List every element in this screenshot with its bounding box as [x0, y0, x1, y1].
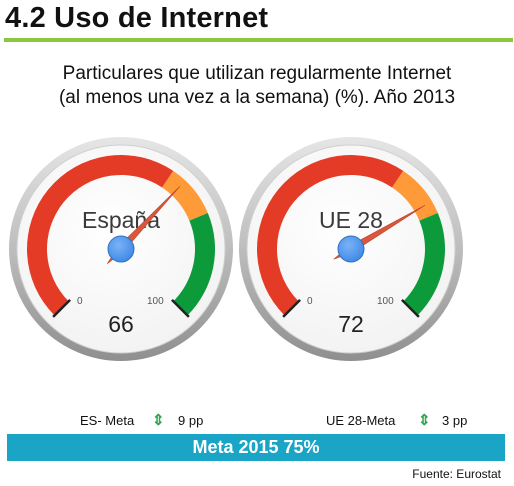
stat-es-label: ES- Meta: [80, 413, 135, 428]
gauge-ue-band-orange: [392, 170, 438, 221]
gauge-ue-tick-max: [401, 299, 420, 318]
gauge-es-band-red: [27, 155, 174, 316]
stat-ue-label: UE 28-Meta: [326, 413, 396, 428]
up-down-arrow-icon: ⇕: [418, 412, 431, 429]
up-down-arrow-icon: ⇕: [152, 412, 165, 429]
title-underline: [4, 38, 513, 42]
gauge-ue-band-green: [403, 213, 445, 316]
gauge-ue-tick-min: [282, 299, 301, 318]
source-note: Fuente: Eurostat: [412, 467, 501, 481]
gauge-es-band-green: [173, 213, 215, 316]
target-banner: Meta 2015 75%: [7, 434, 505, 461]
page-title: 4.2 Uso de Internet: [5, 2, 269, 34]
gauge-es-tick-min: [52, 299, 71, 318]
gauge-ue-min-label: 0: [307, 296, 313, 307]
gauge-ue-hub: [337, 235, 365, 263]
gauge-es-tick-max: [171, 299, 190, 318]
gauge-es-hub: [107, 235, 135, 263]
gauge-es-max-label: 100: [147, 296, 164, 307]
stat-es-value: 9 pp: [178, 413, 204, 428]
subtitle-line-1: Particulares que utilizan regularmente I…: [62, 63, 452, 84]
gauge-es-band-orange: [162, 170, 208, 221]
chart-subtitle: Particulares que utilizan regularmente I…: [0, 62, 514, 110]
stat-es-meta: ES- Meta ⇕ 9 pp: [80, 412, 204, 431]
stat-ue-value: 3 pp: [442, 413, 468, 428]
stat-ue-meta: UE 28-Meta ⇕ 3 pp: [326, 412, 476, 431]
gauge-ue-label: UE 28: [319, 207, 383, 233]
subtitle-line-2: (al menos una vez a la semana) (%). Año …: [58, 87, 456, 108]
gauge-ue-band-red: [256, 154, 404, 316]
gauge-ue-max-label: 100: [377, 296, 394, 307]
gauge-es-value: 66: [108, 311, 134, 337]
gauge-ue-value: 72: [338, 311, 364, 337]
gauge-es-min-label: 0: [77, 296, 83, 307]
